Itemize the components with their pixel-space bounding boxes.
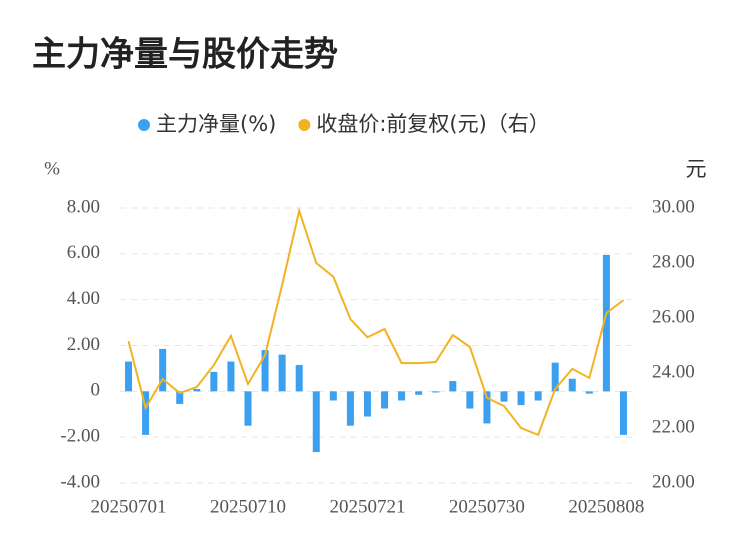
y-tick-label: 6.00 — [67, 242, 100, 263]
y2-tick-label: 20.00 — [652, 471, 695, 492]
x-tick-label: 20250730 — [449, 496, 525, 517]
bar — [210, 371, 218, 392]
legend-marker — [298, 119, 311, 131]
legend-label: 主力净量(%) — [156, 112, 276, 136]
bar — [415, 391, 423, 395]
bar — [483, 391, 491, 424]
bar — [329, 391, 337, 401]
y2-tick-label: 28.00 — [652, 251, 695, 272]
x-tick-label: 20250710 — [210, 496, 286, 517]
bar — [244, 391, 252, 426]
y2-tick-label: 30.00 — [652, 196, 695, 217]
bar — [449, 381, 457, 392]
bar — [517, 391, 525, 406]
bar — [125, 361, 133, 392]
chart-title: 主力净量与股价走势 — [32, 35, 338, 75]
bar — [159, 348, 167, 392]
bar — [381, 391, 389, 409]
y-tick-label: -4.00 — [60, 471, 100, 492]
y-axis-unit: % — [44, 158, 60, 179]
bar — [398, 391, 406, 401]
bar — [312, 391, 320, 453]
price-line — [127, 207, 625, 437]
legend-marker — [138, 119, 150, 131]
y2-axis-unit: 元 — [686, 157, 707, 181]
y2-tick-label: 26.00 — [652, 306, 695, 327]
y-tick-label: 4.00 — [67, 288, 100, 309]
bar — [261, 350, 269, 392]
bar — [278, 354, 286, 392]
bar — [363, 391, 371, 417]
bar — [568, 378, 576, 392]
bar — [602, 254, 610, 392]
bar — [193, 389, 201, 392]
bar — [432, 391, 440, 393]
y-tick-label: 8.00 — [67, 196, 100, 217]
bar — [176, 391, 184, 404]
x-tick-label: 20250808 — [568, 496, 644, 517]
bar — [619, 391, 627, 435]
bar — [295, 364, 303, 392]
bar — [585, 391, 593, 394]
x-tick-label: 20250701 — [91, 496, 167, 517]
bar — [466, 391, 474, 409]
x-tick-label: 20250721 — [329, 496, 405, 517]
y2-tick-label: 22.00 — [652, 416, 695, 437]
legend-label: 收盘价:前复权(元)（右） — [316, 112, 549, 136]
bar — [346, 391, 354, 426]
bar — [227, 361, 235, 392]
bar — [534, 391, 542, 401]
bar — [142, 391, 150, 435]
y-tick-label: -2.00 — [60, 426, 100, 447]
y2-tick-label: 24.00 — [652, 361, 695, 382]
bar — [551, 362, 559, 392]
bar — [500, 391, 508, 402]
y-tick-label: 0 — [91, 380, 101, 401]
y-tick-label: 2.00 — [67, 334, 100, 355]
